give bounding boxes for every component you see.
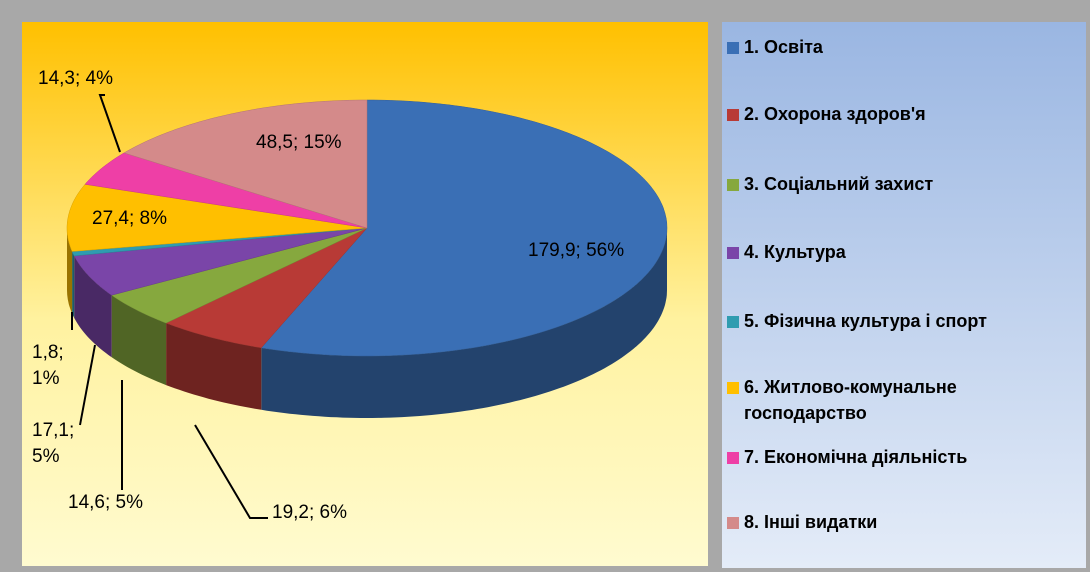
legend-swatch (727, 109, 739, 121)
slice (84, 152, 368, 229)
legend-swatch (727, 247, 739, 259)
legend-label: 1. Освіта (744, 37, 823, 57)
data-label: 14,3; 4% (38, 68, 113, 89)
leader-line (194, 424, 268, 519)
slice (165, 227, 368, 349)
data-label: 27,4; 8% (92, 208, 167, 229)
legend-swatch (727, 179, 739, 191)
slice (73, 227, 368, 296)
legend-swatch (727, 382, 739, 394)
legend-label: 6. Житлово-комунальне господарство (744, 377, 957, 423)
data-label: 14,6; 5% (68, 492, 143, 513)
slice-side (74, 255, 112, 358)
slice-side (166, 323, 262, 410)
legend-label: 7. Економічна діяльність (744, 447, 968, 467)
legend-area (722, 22, 1086, 568)
legend-label: 3. Соціальний захист (744, 174, 934, 194)
legend-label: 4. Культура (744, 242, 846, 262)
legend-swatch (727, 42, 739, 54)
data-label: 48,5; 15% (256, 132, 342, 153)
slice (260, 99, 668, 357)
legend-swatch (727, 316, 739, 328)
data-label: 17,1; 5% (32, 420, 75, 467)
slice (123, 99, 368, 229)
slice (66, 184, 368, 252)
slice (111, 227, 368, 324)
slice-side (67, 228, 73, 314)
data-label: 1,8; 1% (32, 342, 64, 389)
leader-line (79, 344, 96, 426)
slice-side (261, 228, 667, 418)
legend-label: 2. Охорона здоров'я (744, 104, 926, 124)
legend-label: 8. Інші видатки (744, 512, 878, 532)
data-label: 19,2; 6% (272, 502, 347, 523)
data-label: 179,9; 56% (528, 240, 625, 261)
leader-line (98, 94, 121, 153)
slice-side (72, 251, 75, 318)
legend-swatch (727, 452, 739, 464)
legend-label: 5. Фізична культура і спорт (744, 311, 987, 331)
legend-swatch (727, 517, 739, 529)
